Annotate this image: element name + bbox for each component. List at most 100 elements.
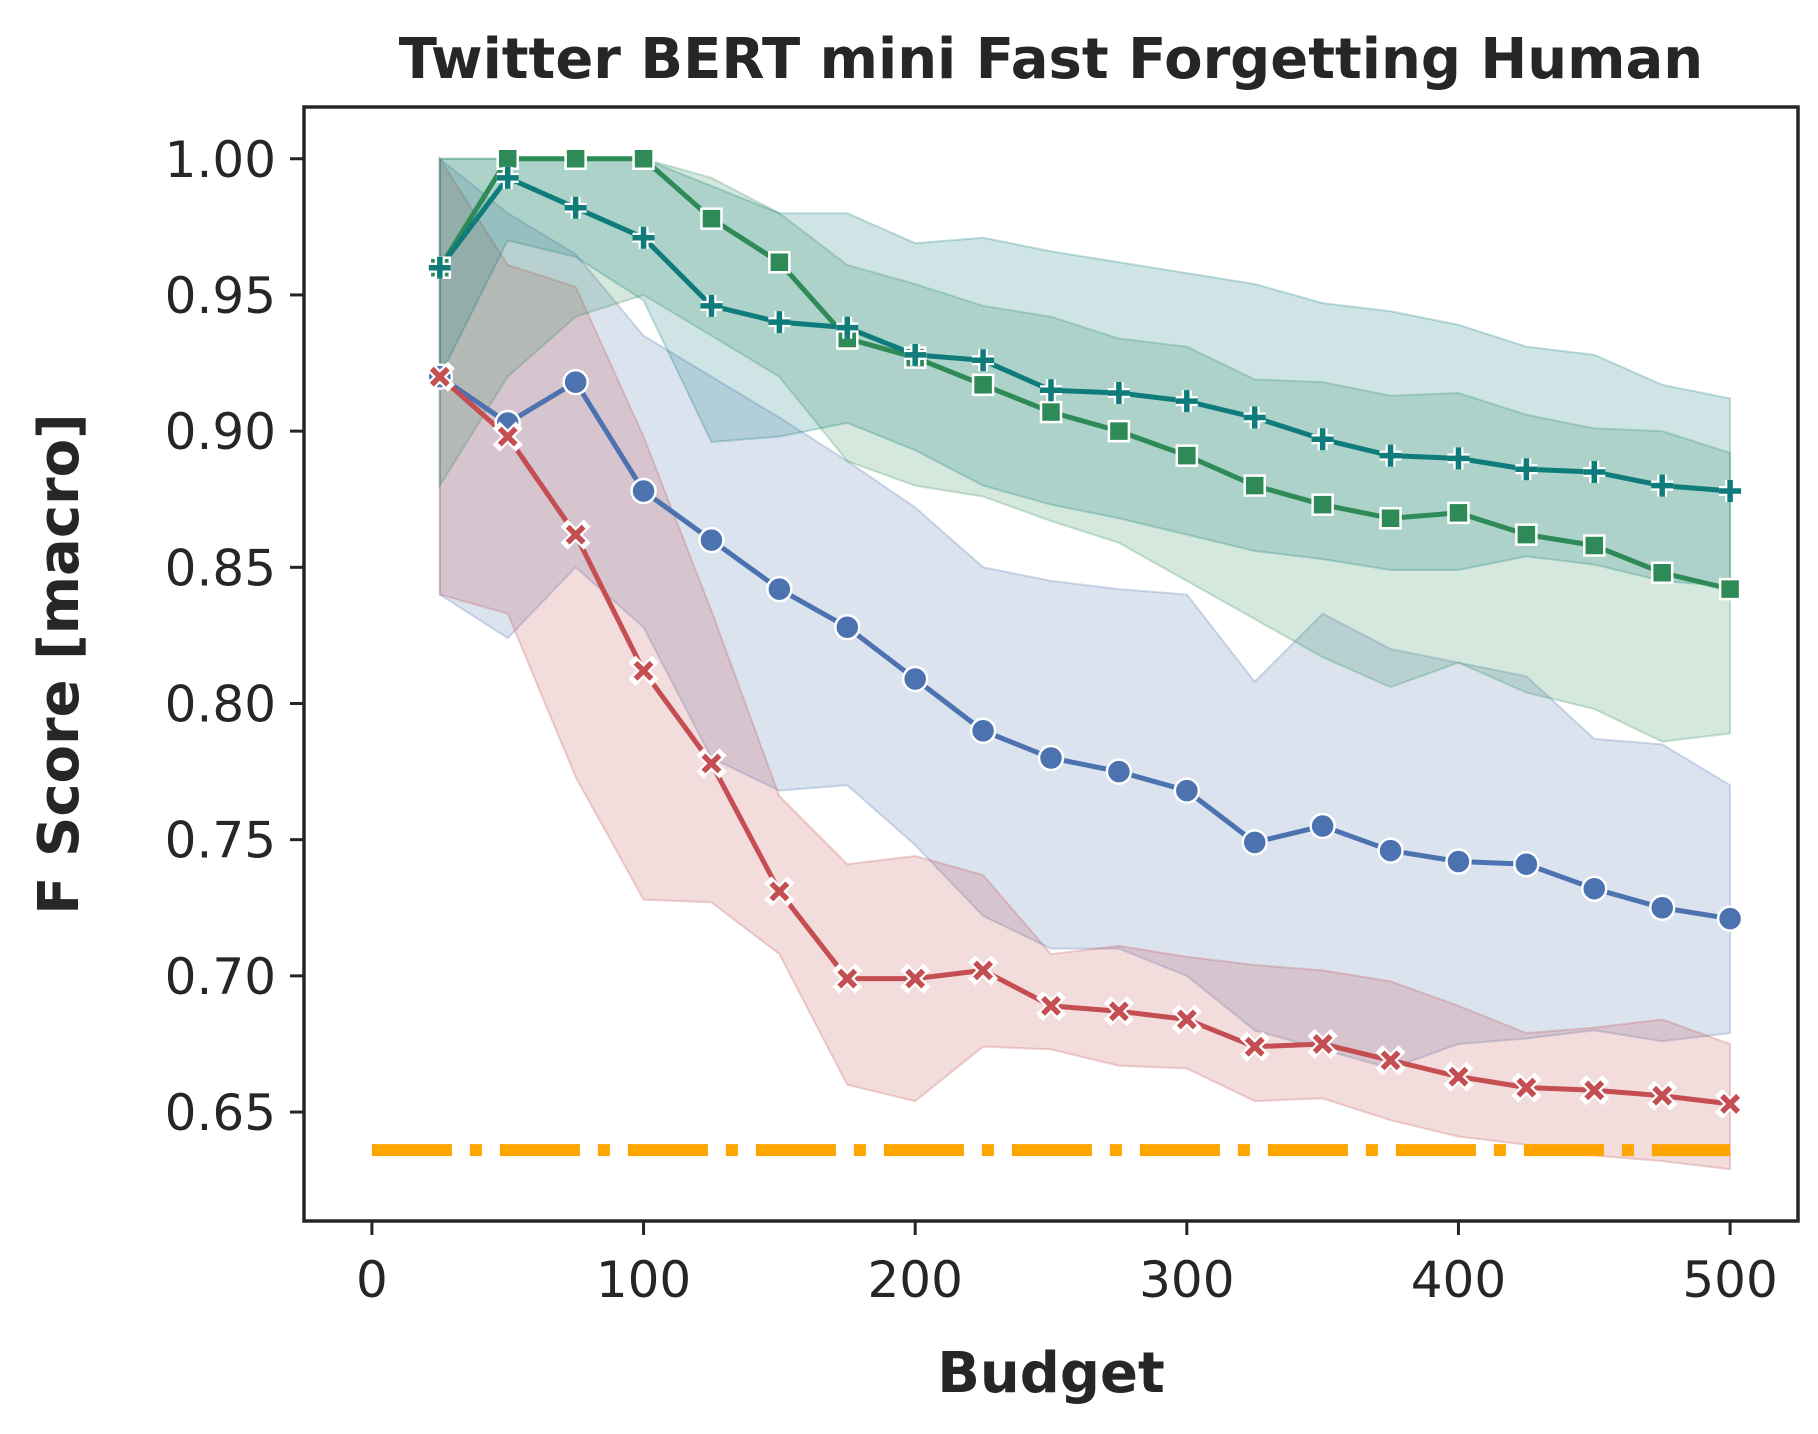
data-point-2 <box>700 207 723 230</box>
data-point-0 <box>834 613 861 641</box>
data-point-2 <box>1107 419 1131 443</box>
data-point-3 <box>1243 406 1266 429</box>
series-markers <box>424 147 1746 1119</box>
data-point-1 <box>1312 1034 1333 1054</box>
data-point-1 <box>1041 995 1061 1016</box>
confidence-band-1 <box>438 155 1732 1171</box>
series-line-3 <box>437 175 1731 494</box>
y-axis-label: F Score [macro] <box>27 413 92 914</box>
data-point-3 <box>1583 460 1606 483</box>
data-point-0 <box>1173 777 1201 804</box>
data-point-3 <box>428 256 451 279</box>
data-point-2 <box>1311 493 1334 516</box>
data-point-0 <box>1377 837 1404 864</box>
data-point-0 <box>1648 894 1676 922</box>
data-point-1 <box>1244 1036 1265 1057</box>
data-point-1 <box>1720 1093 1741 1114</box>
data-point-2 <box>632 147 655 171</box>
data-point-3 <box>768 311 791 334</box>
y-tick-label: 0.75 <box>165 812 276 870</box>
y-tick-label: 0.85 <box>165 539 276 597</box>
data-point-0 <box>766 575 793 603</box>
data-point-1 <box>973 960 994 981</box>
data-point-1 <box>1176 1009 1197 1030</box>
data-point-0 <box>1716 905 1744 932</box>
y-tick-label: 0.80 <box>165 675 276 733</box>
data-point-2 <box>971 373 995 397</box>
confidence-bands <box>438 155 1732 1171</box>
data-point-1 <box>1108 1001 1129 1022</box>
x-tick-label: 500 <box>1682 1251 1777 1309</box>
y-tick-label: 0.95 <box>165 267 276 325</box>
data-point-2 <box>1447 501 1470 525</box>
data-point-3 <box>496 166 519 189</box>
data-point-2 <box>1515 523 1538 546</box>
data-point-2 <box>564 147 587 171</box>
x-tick-label: 100 <box>596 1251 691 1309</box>
data-point-2 <box>496 147 519 171</box>
data-point-0 <box>901 665 929 693</box>
data-point-0 <box>969 717 997 744</box>
x-tick-label: 400 <box>1411 1251 1506 1309</box>
data-point-2 <box>768 251 791 274</box>
data-point-3 <box>1311 428 1334 451</box>
y-axis-ticks: 0.65 0.70 0.75 0.80 0.85 0.90 0.95 1.00 <box>165 131 304 1142</box>
series-line-2 <box>437 156 1731 592</box>
data-point-1 <box>1448 1066 1469 1087</box>
y-tick-label: 0.70 <box>165 948 276 1006</box>
data-point-1 <box>769 881 790 902</box>
x-axis-label: Budget <box>937 1341 1164 1406</box>
data-point-3 <box>1719 480 1742 503</box>
data-point-3 <box>1379 444 1402 467</box>
data-point-1 <box>633 660 654 681</box>
chart-title: Twitter BERT mini Fast Forgetting Human <box>399 27 1703 92</box>
data-point-0 <box>698 526 725 554</box>
confidence-band-2 <box>438 157 1732 743</box>
data-point-0 <box>1581 875 1608 902</box>
data-point-0 <box>562 368 589 396</box>
data-point-2 <box>1039 400 1063 424</box>
data-point-1 <box>1584 1080 1605 1101</box>
data-point-3 <box>1107 381 1130 404</box>
data-point-3 <box>564 196 587 219</box>
data-point-2 <box>1583 534 1606 557</box>
confidence-band-0 <box>438 156 1732 1070</box>
y-tick-label: 0.65 <box>165 1084 276 1142</box>
data-point-0 <box>630 477 657 505</box>
data-point-0 <box>1037 744 1065 772</box>
data-point-3 <box>904 343 927 366</box>
data-point-1 <box>701 753 722 774</box>
data-point-1 <box>837 968 858 989</box>
x-axis-ticks: 0 100 200 300 400 500 <box>356 1221 1778 1309</box>
data-point-3 <box>1651 474 1674 497</box>
data-point-1 <box>1652 1085 1673 1106</box>
data-point-2 <box>1650 561 1674 585</box>
data-point-3 <box>1040 379 1062 402</box>
data-point-1 <box>497 426 518 447</box>
x-tick-label: 200 <box>867 1251 962 1309</box>
data-point-0 <box>1105 758 1133 785</box>
data-point-2 <box>1243 474 1266 497</box>
data-point-3 <box>1515 458 1538 481</box>
data-point-0 <box>1309 812 1336 840</box>
y-tick-label: 1.00 <box>165 131 276 189</box>
data-point-2 <box>1379 507 1402 530</box>
data-point-3 <box>700 294 723 317</box>
data-point-2 <box>1718 577 1742 601</box>
data-point-1 <box>905 968 926 989</box>
series-line-1 <box>438 374 1731 1107</box>
plot-frame <box>302 105 1800 1223</box>
data-point-1 <box>565 524 586 545</box>
data-point-1 <box>429 366 450 387</box>
data-point-0 <box>1513 850 1540 878</box>
data-point-3 <box>1447 447 1470 470</box>
x-tick-label: 0 <box>356 1251 388 1309</box>
data-point-1 <box>1516 1077 1537 1098</box>
data-point-0 <box>1241 829 1268 856</box>
data-point-0 <box>1445 848 1472 875</box>
data-point-3 <box>1175 390 1198 413</box>
data-point-2 <box>1175 444 1199 467</box>
y-tick-label: 0.90 <box>165 403 276 461</box>
